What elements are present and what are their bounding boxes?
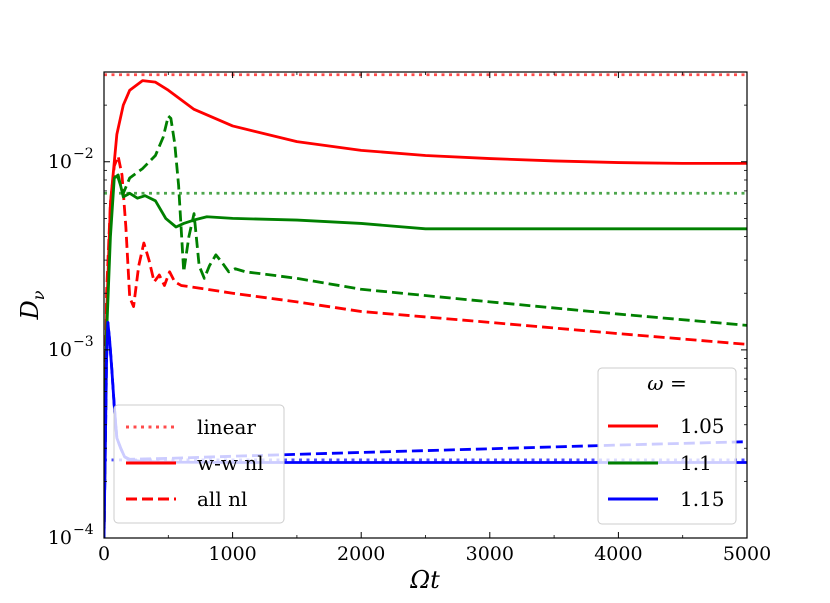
y-tick-label: 10 [48,527,72,549]
y-axis-label: Dν [16,290,48,320]
y-axis-label-main: D [16,300,44,320]
series-w-w-nl-1-1 [104,173,747,538]
y-tick-label: 10 [48,151,72,173]
y-axis-label-sub: ν [29,290,48,300]
legend-omega-1-15-label: 1.15 [680,487,725,511]
series-w-w-nl-1-05 [104,79,747,538]
x-tick-label: 1000 [208,543,256,565]
x-axis-label: Ωt [409,566,440,594]
y-tick-label-exponent: −3 [73,334,94,350]
y-tick-label-base: 10 [48,527,72,549]
x-tick-label: 2000 [337,543,385,565]
legend-linear-label: linear [197,415,256,439]
legend-line-styles-box [113,404,285,524]
y-tick-label-exponent: −4 [73,522,94,538]
x-tick-label: 3000 [466,543,514,565]
x-tick-label: 4000 [594,543,642,565]
legend-omega-1-1-label: 1.1 [680,451,712,475]
legend-omega: ω = 1.05 1.1 1.15 [597,367,737,525]
y-tick-label-exponent: −2 [73,146,94,162]
y-tick-label-base: 10 [48,151,72,173]
y-tick-label: 10 [48,339,72,361]
y-tick-label-base: 10 [48,339,72,361]
legend-ww-nl-label: w-w nl [197,451,264,475]
axes-frame [103,71,748,539]
legend-omega-1-05-label: 1.05 [680,414,725,438]
legend-omega-title: ω = [647,371,686,395]
x-tick-label: 0 [98,543,110,565]
legend-omega-box [597,367,737,525]
legend-all-nl-label: all nl [197,487,247,511]
legend-line-styles: linear w-w nl all nl [113,404,285,524]
series-all-nl-1-05 [104,154,747,538]
x-tick-label: 5000 [723,543,771,565]
